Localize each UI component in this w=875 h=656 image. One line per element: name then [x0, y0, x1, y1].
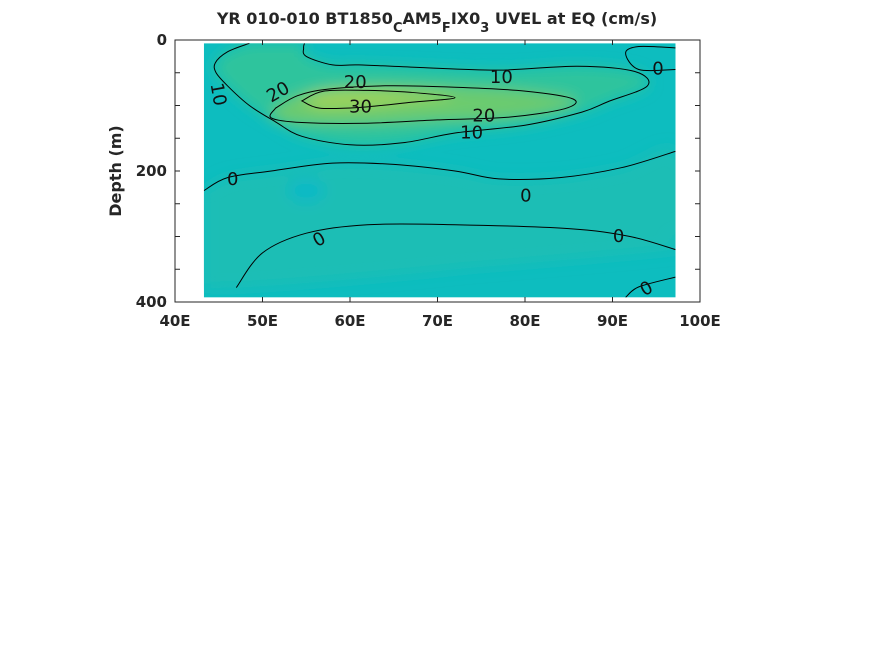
title-part-6: UVEL at EQ (cm/s): [489, 9, 657, 28]
y-axis-label: Depth (m): [106, 125, 125, 217]
band-zero-to-ten: [203, 148, 676, 289]
title-part-2: AM5: [402, 9, 441, 28]
contour-label: 0: [227, 169, 238, 190]
x-tick-label: 90E: [597, 312, 628, 330]
x-tick-label: 80E: [509, 312, 540, 330]
contour-line-0-4: [235, 223, 676, 288]
contour-label: 10: [460, 123, 483, 144]
contour-line-10-0: [213, 43, 650, 146]
title-part-0: YR 010-010 BT1850: [216, 9, 393, 28]
chart-title: YR 010-010 BT1850CAM5FIX03 UVEL at EQ (c…: [216, 9, 657, 36]
contour-label: 0: [652, 58, 663, 79]
y-tick-label: 400: [136, 293, 167, 311]
field-shading: [203, 43, 676, 289]
title-part-5: 3: [480, 21, 489, 36]
contour-label: 30: [349, 96, 372, 117]
contour-line-20-1: [269, 85, 577, 124]
y-tick-label: 0: [157, 31, 167, 49]
x-tick-label: 40E: [159, 312, 190, 330]
y-tick-label: 200: [136, 162, 167, 180]
band-above-thirty: [301, 89, 455, 109]
title-part-1: C: [393, 21, 403, 36]
contour-line-0-5: [625, 276, 676, 298]
contour-label: 20: [472, 105, 495, 126]
contour-label: 0: [613, 226, 624, 247]
x-axis-ticks: 40E 50E 60E 70E 80E 90E 100E: [159, 40, 721, 330]
x-tick-label: 70E: [422, 312, 453, 330]
contour-label: 10: [490, 67, 513, 88]
contour-label: 0: [520, 185, 531, 206]
x-tick-label: 100E: [679, 312, 721, 330]
x-tick-label: 50E: [247, 312, 278, 330]
color-field: [203, 43, 676, 298]
x-tick-label: 60E: [334, 312, 365, 330]
negative-patch: [288, 178, 325, 203]
contour-label: 10: [206, 81, 231, 107]
contour-line-0-3: [203, 150, 676, 192]
contour-lines: [203, 43, 676, 298]
contour-line-0-6: [625, 45, 676, 72]
title-part-3: F: [442, 21, 451, 36]
title-part-4: IX0: [451, 9, 480, 28]
contour-line-30-2: [300, 89, 456, 110]
contour-label: 20: [344, 72, 367, 93]
